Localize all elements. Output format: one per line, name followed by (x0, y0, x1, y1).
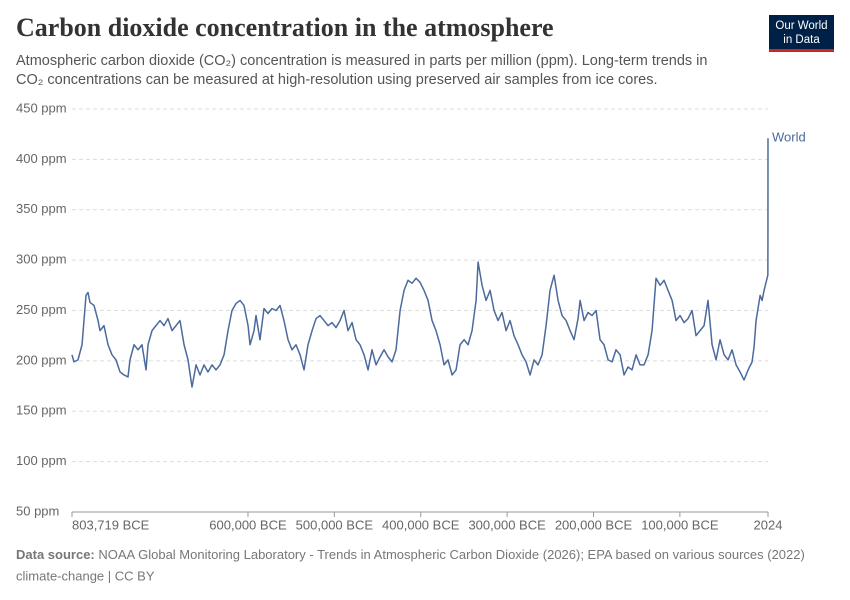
x-tick-label: 100,000 BCE (641, 517, 719, 532)
x-tick-label: 2024 (754, 517, 783, 532)
x-tick-label: 400,000 BCE (382, 517, 460, 532)
x-tick-label: 300,000 BCE (468, 517, 546, 532)
source-text: NOAA Global Monitoring Laboratory - Tren… (98, 547, 804, 562)
y-tick-label: 200 ppm (16, 352, 67, 367)
y-tick-label: 300 ppm (16, 252, 67, 267)
y-tick-label: 150 ppm (16, 403, 67, 418)
y-tick-label: 400 ppm (16, 151, 67, 166)
x-tick-label: 803,719 BCE (72, 517, 150, 532)
source-label: Data source: (16, 547, 95, 562)
logo-underline (769, 49, 834, 52)
logo-box (769, 15, 834, 50)
chart-title: Carbon dioxide concentration in the atmo… (16, 13, 554, 42)
x-tick-label: 600,000 BCE (209, 517, 287, 532)
logo[interactable]: Our World in Data (769, 15, 834, 52)
y-tick-label: 50 ppm (16, 503, 59, 518)
source: Data source: NOAA Global Monitoring Labo… (16, 547, 805, 562)
subtitle-line: Atmospheric carbon dioxide (CO₂) concent… (16, 53, 707, 69)
logo-text: Our World (775, 20, 827, 32)
y-tick-label: 350 ppm (16, 201, 67, 216)
y-tick-label: 250 ppm (16, 302, 67, 317)
x-tick-label: 500,000 BCE (296, 517, 374, 532)
y-tick-label: 100 ppm (16, 453, 67, 468)
series-line (71, 138, 769, 388)
footer: climate-change | CC BY (16, 568, 155, 583)
x-tick-label: 200,000 BCE (555, 517, 633, 532)
y-tick-label: 450 ppm (16, 100, 67, 115)
logo-text: in Data (783, 34, 820, 46)
subtitle-line: CO₂ concentrations can be measured at hi… (16, 72, 658, 88)
series-label: World (772, 130, 806, 145)
